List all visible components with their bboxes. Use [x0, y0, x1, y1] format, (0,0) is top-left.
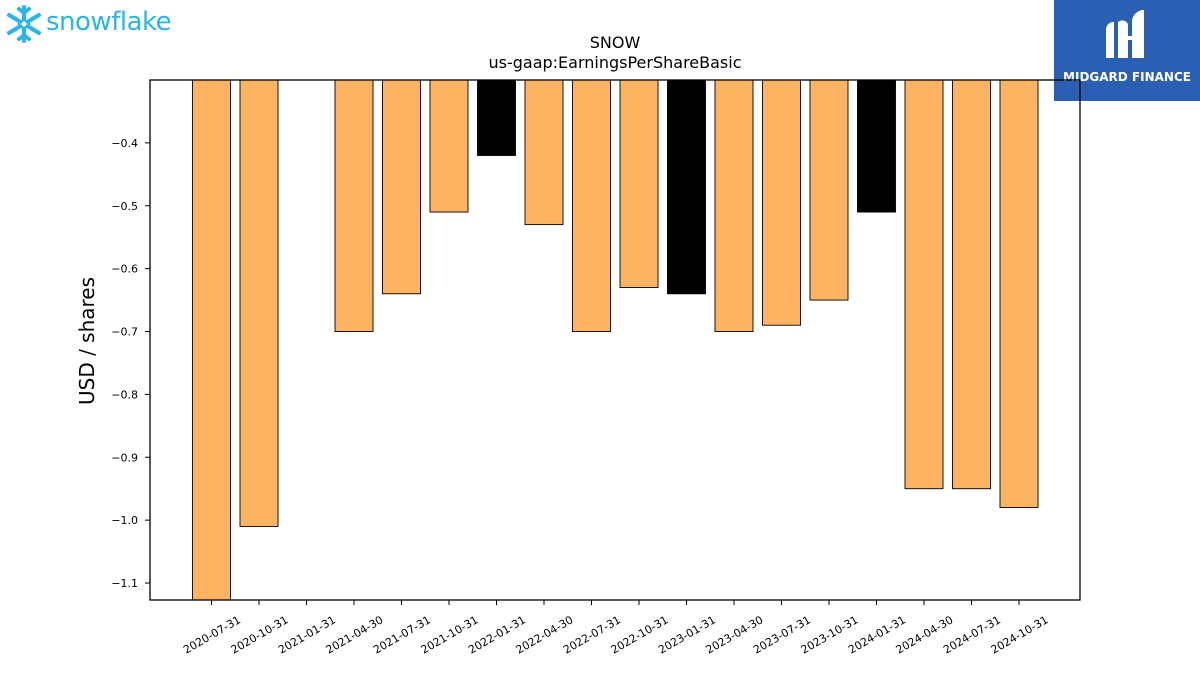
bar-2020-10-31 [239, 79, 279, 527]
snowflake-icon [7, 5, 41, 43]
x-axis-ticks: 2020-07-312020-10-312021-01-312021-04-30… [181, 600, 1051, 657]
y-tick-label: −0.8 [111, 388, 138, 401]
bar-2022-10-31 [619, 79, 659, 288]
y-tick-label: −0.6 [111, 263, 138, 276]
chart-title: SNOW [590, 33, 641, 52]
bar-2024-07-31 [952, 79, 991, 490]
bar-2022-07-31 [572, 79, 611, 332]
bar-2022-01-31 [477, 79, 516, 156]
bar-2020-07-31 [192, 79, 231, 601]
bar-2021-04-30 [334, 79, 374, 332]
snowflake-wordmark: snowflake [46, 7, 172, 37]
snowflake-logo: snowflake [4, 4, 174, 46]
bar-2022-04-30 [524, 79, 564, 226]
bar-2021-07-31 [382, 79, 421, 295]
y-tick-label: −0.7 [111, 326, 138, 339]
y-axis-label: USD / shares [75, 277, 99, 405]
midgard-m-icon [1106, 10, 1144, 58]
plot-frame [149, 79, 1081, 601]
y-tick-label: −0.9 [111, 451, 138, 464]
bars-group [192, 79, 1039, 601]
y-axis-ticks: −0.4 −0.5 −0.6 −0.7 −0.8 −0.9 −1.0 −1.1 [111, 137, 150, 590]
chart-subtitle: us-gaap:EarningsPerShareBasic [488, 53, 741, 72]
bar-2023-10-31 [809, 79, 849, 301]
y-tick-label: −1.0 [111, 514, 138, 527]
y-tick-label: −1.1 [111, 577, 138, 590]
bar-2021-10-31 [429, 79, 469, 213]
bar-2024-01-31 [857, 79, 896, 213]
bar-2023-04-30 [714, 79, 754, 332]
midgard-finance-wordmark: MIDGARD FINANCE [1063, 70, 1191, 84]
midgard-finance-logo: MIDGARD FINANCE [1054, 0, 1200, 101]
bar-2023-07-31 [762, 79, 801, 326]
y-tick-label: −0.4 [111, 137, 138, 150]
y-tick-label: −0.5 [111, 200, 138, 213]
bar-2023-01-31 [667, 79, 706, 295]
bar-2024-10-31 [999, 79, 1039, 509]
bar-2024-04-30 [904, 79, 944, 490]
